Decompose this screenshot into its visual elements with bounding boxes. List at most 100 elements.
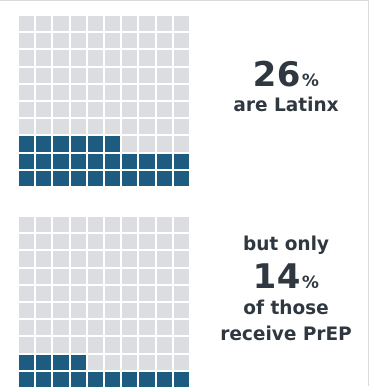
waffle-cell-empty bbox=[70, 217, 86, 233]
waffle-cell-empty bbox=[70, 67, 86, 83]
waffle-cell-filled bbox=[156, 170, 172, 186]
waffle-cell-empty bbox=[87, 285, 103, 301]
waffle-cell-empty bbox=[173, 101, 189, 118]
waffle-cell-filled bbox=[36, 170, 52, 186]
waffle-cell-empty bbox=[104, 217, 121, 233]
waffle-cell-filled bbox=[122, 371, 138, 387]
waffle-cell-empty bbox=[104, 234, 121, 250]
stat-prep-caption-line2: receive PrEP bbox=[220, 324, 352, 345]
waffle-cell-empty bbox=[87, 354, 103, 370]
waffle-cell-empty bbox=[156, 234, 172, 250]
waffle-cell-empty bbox=[156, 217, 172, 233]
waffle-cell-filled bbox=[139, 371, 155, 387]
waffle-cell-filled bbox=[53, 371, 69, 387]
stat-latinx: 26% are Latinx bbox=[208, 56, 364, 118]
waffle-cell-empty bbox=[139, 354, 155, 370]
waffle-cell-empty bbox=[122, 119, 138, 135]
waffle-cell-filled bbox=[87, 136, 103, 152]
waffle-cell-empty bbox=[139, 320, 155, 336]
waffle-cell-empty bbox=[87, 119, 103, 135]
waffle-cell-empty bbox=[156, 251, 172, 267]
waffle-cell-empty bbox=[173, 67, 189, 83]
waffle-cell-empty bbox=[173, 268, 189, 284]
waffle-cell-filled bbox=[36, 153, 52, 169]
waffle-cell-filled bbox=[53, 153, 69, 169]
waffle-cell-empty bbox=[19, 251, 35, 267]
waffle-cell-empty bbox=[19, 320, 35, 336]
waffle-cell-empty bbox=[173, 217, 189, 233]
waffle-cell-empty bbox=[36, 33, 52, 49]
waffle-cell-empty bbox=[156, 337, 172, 353]
waffle-cell-empty bbox=[53, 234, 69, 250]
waffle-cell-empty bbox=[19, 337, 35, 353]
waffle-cell-empty bbox=[53, 50, 69, 66]
waffle-cell-empty bbox=[104, 268, 121, 284]
waffle-cell-empty bbox=[173, 16, 189, 32]
waffle-cell-empty bbox=[104, 251, 121, 267]
waffle-cell-empty bbox=[122, 101, 138, 118]
waffle-cell-filled bbox=[19, 354, 35, 370]
waffle-cell-empty bbox=[173, 119, 189, 135]
waffle-cell-empty bbox=[53, 119, 69, 135]
waffle-cell-filled bbox=[53, 170, 69, 186]
waffle-cell-empty bbox=[70, 234, 86, 250]
waffle-cell-empty bbox=[19, 268, 35, 284]
waffle-cell-empty bbox=[122, 337, 138, 353]
waffle-cell-empty bbox=[139, 84, 155, 100]
waffle-cell-empty bbox=[139, 33, 155, 49]
waffle-cell-empty bbox=[104, 285, 121, 301]
waffle-cell-empty bbox=[156, 67, 172, 83]
waffle-cell-empty bbox=[19, 16, 35, 32]
waffle-cell-empty bbox=[122, 84, 138, 100]
waffle-cell-empty bbox=[87, 84, 103, 100]
waffle-cell-empty bbox=[70, 119, 86, 135]
waffle-cell-empty bbox=[139, 285, 155, 301]
waffle-cell-empty bbox=[122, 354, 138, 370]
waffle-cell-empty bbox=[173, 50, 189, 66]
waffle-cell-empty bbox=[104, 101, 121, 118]
waffle-cell-empty bbox=[104, 337, 121, 353]
stat-latinx-caption: are Latinx bbox=[233, 95, 339, 116]
waffle-cell-empty bbox=[122, 136, 138, 152]
waffle-cell-empty bbox=[156, 354, 172, 370]
waffle-cell-filled bbox=[19, 170, 35, 186]
stat-prep-value: 14% bbox=[252, 257, 320, 297]
waffle-cell-empty bbox=[87, 320, 103, 336]
waffle-cell-empty bbox=[173, 234, 189, 250]
waffle-cell-empty bbox=[70, 16, 86, 32]
waffle-cell-empty bbox=[70, 302, 86, 319]
waffle-cell-empty bbox=[156, 101, 172, 118]
waffle-cell-empty bbox=[87, 50, 103, 66]
waffle-cell-empty bbox=[53, 33, 69, 49]
waffle-cell-empty bbox=[70, 50, 86, 66]
waffle-cell-empty bbox=[70, 268, 86, 284]
waffle-cell-empty bbox=[173, 84, 189, 100]
waffle-cell-filled bbox=[53, 136, 69, 152]
waffle-chart-latinx bbox=[19, 16, 189, 186]
waffle-cell-empty bbox=[87, 33, 103, 49]
waffle-cell-empty bbox=[70, 84, 86, 100]
waffle-cell-empty bbox=[36, 320, 52, 336]
waffle-cell-empty bbox=[19, 50, 35, 66]
waffle-cell-empty bbox=[156, 16, 172, 32]
waffle-cell-empty bbox=[139, 136, 155, 152]
waffle-cell-filled bbox=[70, 354, 86, 370]
waffle-cell-empty bbox=[156, 285, 172, 301]
waffle-cell-empty bbox=[139, 268, 155, 284]
waffle-cell-filled bbox=[36, 136, 52, 152]
waffle-cell-empty bbox=[87, 16, 103, 32]
waffle-cell-empty bbox=[19, 217, 35, 233]
waffle-cell-empty bbox=[53, 101, 69, 118]
waffle-cell-filled bbox=[173, 371, 189, 387]
waffle-cell-empty bbox=[36, 251, 52, 267]
waffle-cell-empty bbox=[19, 84, 35, 100]
waffle-cell-empty bbox=[53, 251, 69, 267]
waffle-cell-empty bbox=[104, 320, 121, 336]
waffle-cell-filled bbox=[36, 371, 52, 387]
waffle-cell-empty bbox=[139, 251, 155, 267]
waffle-cell-empty bbox=[173, 320, 189, 336]
waffle-cell-empty bbox=[53, 320, 69, 336]
waffle-cell-empty bbox=[53, 285, 69, 301]
waffle-cell-empty bbox=[104, 67, 121, 83]
waffle-cell-empty bbox=[122, 50, 138, 66]
